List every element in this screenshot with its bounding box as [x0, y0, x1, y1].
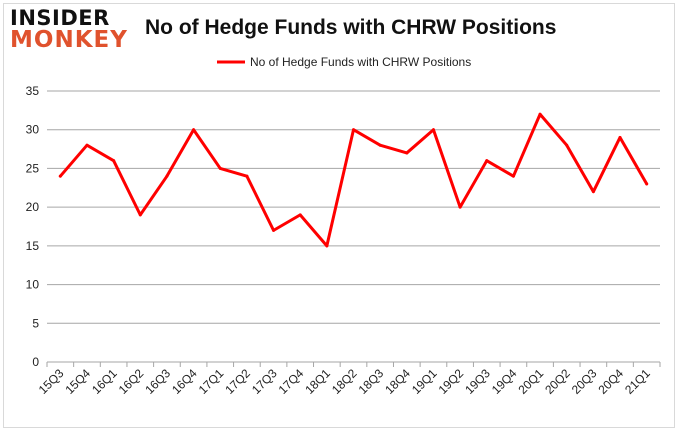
- data-point: [485, 159, 489, 163]
- y-tick-label: 20: [26, 200, 40, 214]
- x-tick-label: 16Q4: [169, 366, 200, 397]
- data-point: [405, 151, 409, 155]
- x-tick-label: 18Q4: [382, 366, 413, 397]
- y-tick-label: 5: [32, 316, 39, 330]
- chart-title: No of Hedge Funds with CHRW Positions: [145, 16, 557, 39]
- data-point: [591, 190, 595, 194]
- y-tick-label: 0: [32, 355, 39, 369]
- x-tick-label: 21Q1: [622, 366, 653, 397]
- data-point: [165, 174, 169, 178]
- x-tick-label: 15Q4: [62, 366, 93, 397]
- legend: No of Hedge Funds with CHRW Positions: [217, 55, 471, 69]
- x-tick-label: 19Q2: [436, 366, 467, 397]
- x-tick-label: 20Q4: [595, 366, 626, 397]
- data-point: [85, 143, 89, 147]
- series-lines: [58, 112, 649, 248]
- x-tick-label: 16Q1: [89, 366, 120, 397]
- chart-frame: [3, 3, 675, 428]
- x-axis-ticks: 15Q315Q416Q116Q216Q316Q417Q117Q217Q317Q4…: [36, 362, 661, 397]
- y-tick-label: 25: [26, 161, 40, 175]
- data-point: [538, 112, 542, 116]
- x-tick-label: 19Q1: [409, 366, 440, 397]
- data-point: [218, 166, 222, 170]
- y-axis-ticks: 0 5 10 15 20 25 30 35: [26, 84, 40, 369]
- x-tick-label: 20Q3: [569, 366, 600, 397]
- gridlines: [47, 90, 660, 363]
- y-tick-label: 10: [26, 278, 40, 292]
- data-point: [352, 128, 355, 132]
- data-point: [58, 174, 62, 178]
- x-tick-label: 17Q1: [196, 366, 227, 397]
- data-point: [645, 182, 649, 186]
- data-point: [272, 228, 276, 232]
- x-tick-label: 18Q3: [356, 366, 387, 397]
- x-tick-label: 20Q2: [542, 366, 573, 397]
- x-tick-label: 20Q1: [516, 366, 547, 397]
- x-tick-label: 15Q3: [36, 366, 67, 397]
- series-line: [58, 112, 649, 248]
- y-tick-label: 30: [26, 123, 40, 137]
- logo-line1: INSIDER: [10, 6, 110, 30]
- x-tick-label: 19Q3: [462, 366, 493, 397]
- data-point: [325, 244, 329, 248]
- data-point: [192, 128, 196, 132]
- data-point: [245, 174, 249, 178]
- data-point: [112, 159, 116, 163]
- insider-monkey-logo: INSIDER MONKEY: [10, 8, 128, 52]
- y-tick-label: 35: [26, 84, 40, 98]
- legend-label: No of Hedge Funds with CHRW Positions: [250, 55, 471, 69]
- data-point: [565, 143, 569, 147]
- data-point: [618, 135, 622, 139]
- y-tick-label: 15: [26, 239, 40, 253]
- data-point: [298, 213, 302, 217]
- data-point: [431, 128, 435, 132]
- x-tick-label: 17Q4: [276, 366, 307, 397]
- x-tick-label: 17Q3: [249, 366, 280, 397]
- data-point: [511, 174, 515, 178]
- logo-line2: MONKEY: [10, 27, 128, 53]
- x-tick-label: 19Q4: [489, 366, 520, 397]
- x-tick-label: 18Q1: [302, 366, 333, 397]
- data-point: [378, 143, 382, 147]
- x-tick-label: 18Q2: [329, 366, 360, 397]
- data-point: [458, 205, 462, 209]
- x-tick-label: 16Q2: [116, 366, 147, 397]
- data-point: [138, 213, 142, 217]
- x-tick-label: 16Q3: [142, 366, 173, 397]
- x-tick-label: 17Q2: [222, 366, 253, 397]
